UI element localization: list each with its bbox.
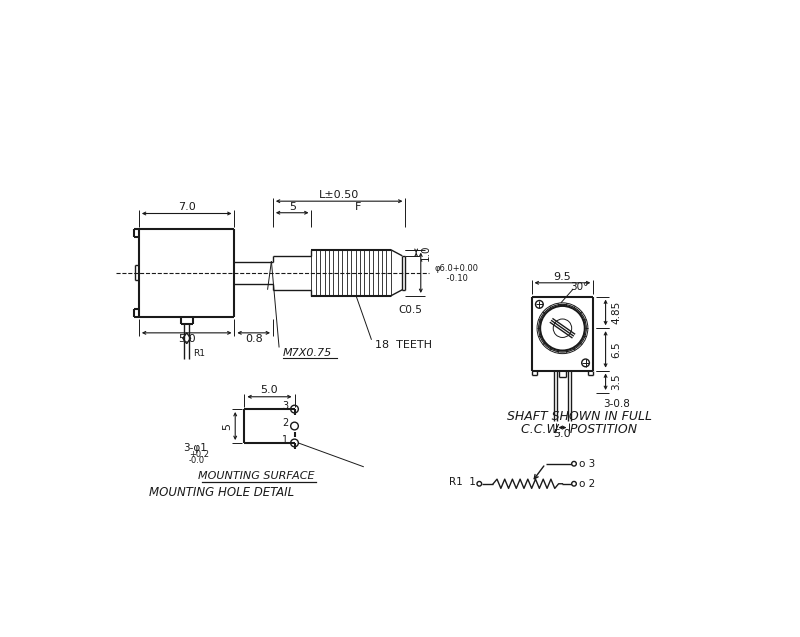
Text: 5.0: 5.0 <box>260 385 278 395</box>
Text: C0.5: C0.5 <box>398 304 422 315</box>
Text: MOUNTING HOLE DETAIL: MOUNTING HOLE DETAIL <box>149 486 294 499</box>
Text: MOUNTING SURFACE: MOUNTING SURFACE <box>198 471 314 481</box>
Text: 0.8: 0.8 <box>245 334 262 344</box>
Text: 5: 5 <box>222 422 233 429</box>
Text: 9.5: 9.5 <box>554 271 571 282</box>
Text: +0.2: +0.2 <box>189 450 209 459</box>
Text: 3-0.8: 3-0.8 <box>603 399 630 409</box>
Text: 7.0: 7.0 <box>178 203 195 212</box>
Text: o 2: o 2 <box>579 479 596 489</box>
Text: 1: 1 <box>282 435 288 445</box>
Text: R1  1: R1 1 <box>449 477 475 487</box>
Circle shape <box>572 482 576 486</box>
Circle shape <box>477 482 482 486</box>
Text: F: F <box>355 201 362 211</box>
Text: SHAFT SHOWN IN FULL: SHAFT SHOWN IN FULL <box>507 410 652 423</box>
Text: -0.0: -0.0 <box>189 456 205 465</box>
Text: 1.0: 1.0 <box>421 245 430 261</box>
Text: 4.85: 4.85 <box>611 301 622 324</box>
Text: 6.5: 6.5 <box>611 341 622 358</box>
Text: 30°: 30° <box>570 282 589 292</box>
Text: 3-φ1: 3-φ1 <box>183 443 206 452</box>
Text: 3: 3 <box>282 401 288 411</box>
Text: 2: 2 <box>282 418 288 428</box>
Text: L±0.50: L±0.50 <box>319 190 359 200</box>
Text: -0.10: -0.10 <box>436 274 468 283</box>
Circle shape <box>572 461 576 466</box>
Text: 5: 5 <box>289 201 296 211</box>
Text: 3.5: 3.5 <box>611 374 622 390</box>
Text: φ6.0+0.00: φ6.0+0.00 <box>434 264 478 273</box>
Text: M7X0.75: M7X0.75 <box>283 348 332 358</box>
Text: 5.0: 5.0 <box>554 429 571 439</box>
Text: o 3: o 3 <box>579 459 596 469</box>
Text: 5.0: 5.0 <box>178 334 195 344</box>
Text: C.C.W.  POSTITION: C.C.W. POSTITION <box>522 424 638 436</box>
Text: R1: R1 <box>193 349 205 358</box>
Text: 18  TEETH: 18 TEETH <box>375 340 432 350</box>
